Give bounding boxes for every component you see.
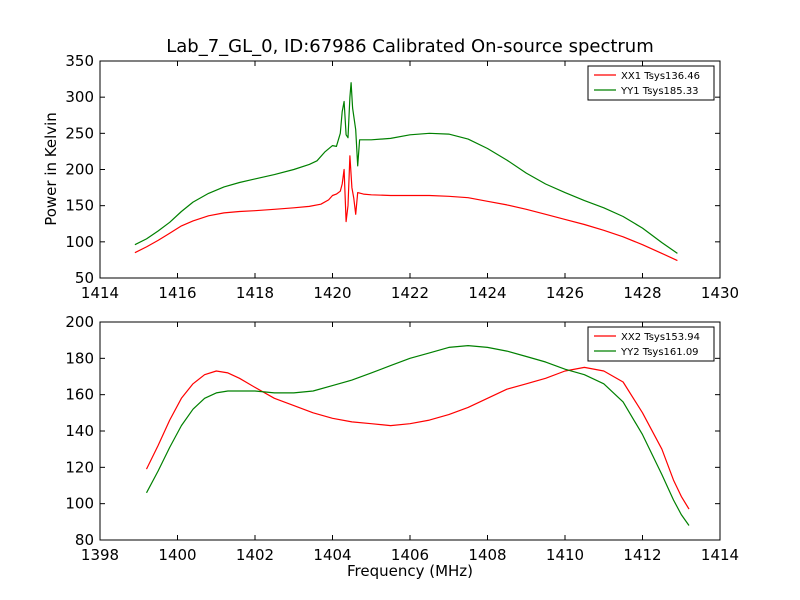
y-tick-label: 350 — [65, 52, 94, 70]
x-tick-label: 1420 — [313, 284, 351, 302]
legend-entry-label: XX2 Tsys153.94 — [621, 332, 700, 343]
x-tick-label: 1414 — [701, 546, 739, 564]
legend-entry-label: YY1 Tsys185.33 — [620, 86, 699, 97]
x-tick-label: 1402 — [236, 546, 274, 564]
x-tick-label: 1400 — [158, 546, 196, 564]
series-line-yy1 — [134, 82, 678, 254]
x-tick-label: 1414 — [81, 284, 119, 302]
x-tick-label: 1428 — [623, 284, 661, 302]
x-tick-label: 1422 — [391, 284, 429, 302]
bottom-panel: 1398 1400 1402 1404 1406 1408 1410 1412 1414 80 10… — [65, 313, 739, 564]
x-tick-label: 1408 — [468, 546, 506, 564]
x-tick-label: 1416 — [158, 284, 196, 302]
y-tick-label: 100 — [65, 233, 94, 251]
legend: XX2 Tsys153.94 YY2 Tsys161.09 — [587, 326, 715, 362]
y-tick-label: 200 — [65, 161, 94, 179]
y-tick-label: 150 — [65, 197, 94, 215]
x-tick-label: 1424 — [468, 284, 506, 302]
x-tick-label: 1404 — [313, 546, 351, 564]
figure-title: Lab_7_GL_0, ID:67986 Calibrated On-sourc… — [166, 36, 654, 57]
y-tick-label: 120 — [65, 458, 94, 476]
y-tick-label: 180 — [65, 349, 94, 367]
x-tick-label: 1398 — [81, 546, 119, 564]
y-tick-label: 140 — [65, 422, 94, 440]
y-axis-label: Power in Kelvin — [42, 112, 60, 226]
y-tick-label: 80 — [75, 531, 94, 549]
legend-box — [587, 65, 715, 101]
x-tick-label: 1406 — [391, 546, 429, 564]
legend-entry-label: XX1 Tsys136.46 — [621, 71, 700, 82]
y-tick-label: 250 — [65, 124, 94, 142]
legend-box — [587, 326, 715, 362]
legend: XX1 Tsys136.46 YY1 Tsys185.33 — [587, 65, 715, 101]
series-line-yy2 — [145, 345, 690, 526]
x-tick-label: 1426 — [546, 284, 584, 302]
x-tick-label: 1418 — [236, 284, 274, 302]
y-tick-label: 100 — [65, 495, 94, 513]
x-axis-label: Frequency (MHz) — [347, 562, 473, 580]
y-tick-label: 200 — [65, 313, 94, 331]
series-line-xx2 — [145, 366, 690, 510]
x-tick-label: 1410 — [546, 546, 584, 564]
top-panel: 1414 1416 1418 1420 1422 1424 1426 1428 1430 50 10… — [65, 52, 739, 302]
y-tick-label: 160 — [65, 386, 94, 404]
y-tick-label: 300 — [65, 88, 94, 106]
legend-entry-label: YY2 Tsys161.09 — [620, 347, 699, 358]
y-tick-label: 50 — [75, 269, 94, 287]
x-tick-label: 1430 — [701, 284, 739, 302]
x-tick-label: 1412 — [623, 546, 661, 564]
series-line-xx1 — [134, 155, 678, 262]
